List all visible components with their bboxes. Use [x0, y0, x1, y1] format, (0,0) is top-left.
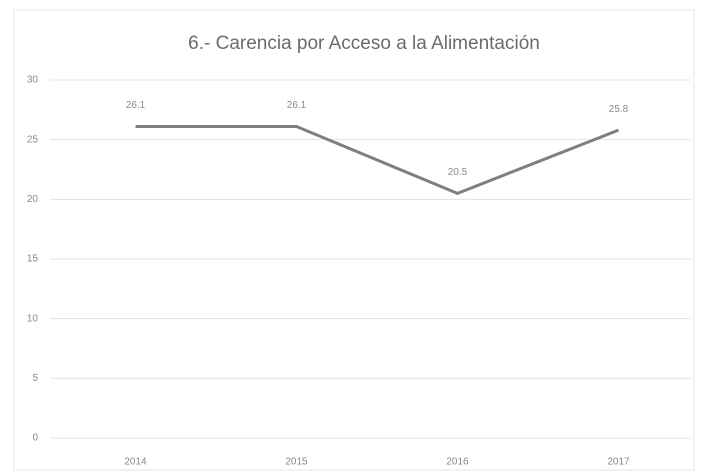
- y-tick-label: 15: [27, 254, 39, 265]
- data-label: 26.1: [287, 100, 307, 111]
- x-tick-label: 2014: [124, 457, 147, 468]
- y-tick-label: 5: [32, 373, 38, 384]
- y-tick-label: 10: [27, 313, 39, 324]
- data-label: 20.5: [448, 167, 468, 178]
- data-label: 25.8: [609, 104, 629, 115]
- chart-title: 6.- Carencia por Acceso a la Alimentació…: [188, 33, 540, 54]
- x-tick-label: 2017: [607, 457, 630, 468]
- x-tick-label: 2016: [446, 457, 469, 468]
- x-tick-label: 2015: [285, 457, 308, 468]
- y-tick-label: 20: [27, 194, 39, 205]
- data-label: 26.1: [126, 100, 146, 111]
- y-tick-label: 30: [27, 75, 39, 86]
- chart-frame: [13, 9, 695, 471]
- series-line: [135, 125, 620, 195]
- y-tick-label: 25: [27, 134, 39, 145]
- y-tick-label: 0: [32, 433, 38, 444]
